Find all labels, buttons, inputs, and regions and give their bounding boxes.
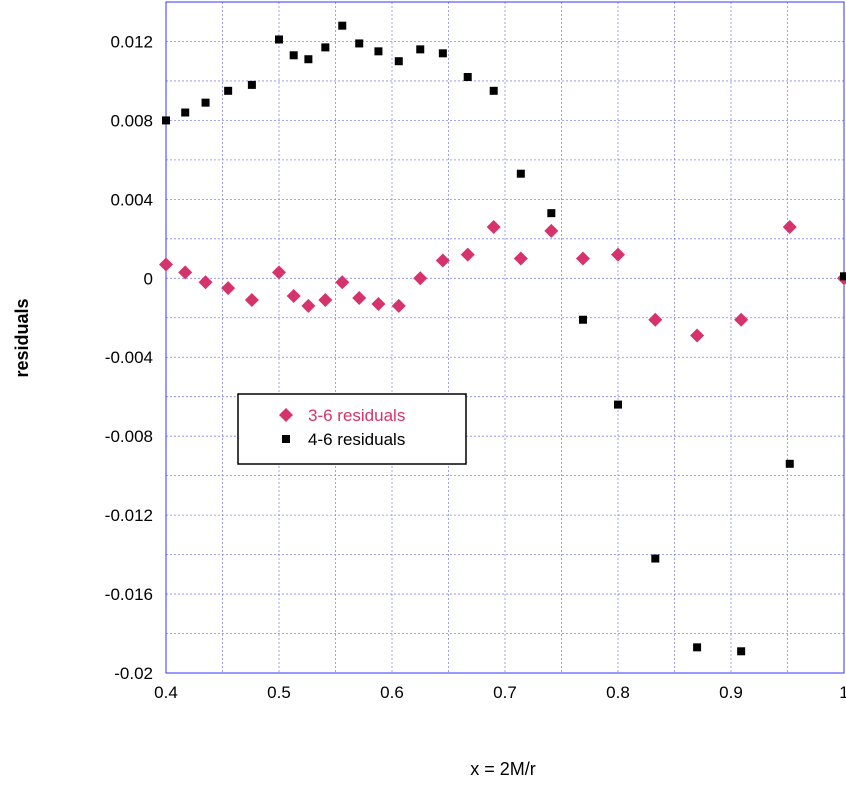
data-point-square (289, 51, 298, 60)
data-point-diamond (782, 219, 797, 234)
x-tick-label: 0.4 (154, 683, 178, 702)
data-point-square (201, 98, 210, 107)
x-tick-label: 0.5 (267, 683, 291, 702)
data-point-square (578, 315, 587, 324)
y-tick-label: 0.008 (110, 111, 153, 130)
legend-label-4-6: 4-6 residuals (308, 430, 405, 449)
x-tick-label: 0.6 (380, 683, 404, 702)
data-point-square (181, 108, 190, 117)
data-point-diamond (575, 251, 590, 266)
data-point-square (355, 39, 364, 48)
data-point-square (516, 169, 525, 178)
axis-ticks: 0.4 0.5 0.6 0.7 0.8 0.9 1 -0.02 -0.016 -0.012 -0.0… (105, 32, 846, 702)
data-point-square (374, 47, 383, 56)
data-point-diamond (391, 298, 406, 313)
y-tick-label: 0.004 (110, 190, 153, 209)
y-tick-label: 0.012 (110, 32, 153, 51)
data-point-diamond (301, 298, 316, 313)
x-tick-label: 1 (839, 683, 846, 702)
data-point-square (785, 459, 794, 468)
y-tick-label: -0.02 (114, 664, 153, 683)
data-point-square (304, 55, 313, 64)
data-point-diamond (286, 289, 301, 304)
data-point-square (489, 86, 498, 95)
data-series (159, 21, 846, 656)
data-point-diamond (435, 253, 450, 268)
data-point-square (394, 57, 403, 66)
series-3-6-residuals (159, 219, 846, 343)
data-point-square (614, 400, 622, 409)
data-point-diamond (244, 293, 259, 308)
data-point-square (547, 209, 556, 218)
data-point-square (651, 554, 660, 563)
data-point-square (224, 86, 233, 95)
legend: 3-6 residuals 4-6 residuals (237, 393, 467, 465)
legend-label-3-6: 3-6 residuals (308, 406, 405, 425)
data-point-diamond (544, 223, 559, 238)
data-point-diamond (198, 275, 213, 290)
data-point-diamond (460, 247, 475, 262)
data-point-diamond (335, 275, 350, 290)
data-point-diamond (648, 312, 663, 327)
x-tick-label: 0.7 (493, 683, 517, 702)
data-point-diamond (690, 328, 705, 343)
data-point-diamond (318, 293, 333, 308)
data-point-diamond (352, 291, 367, 306)
y-tick-label: -0.012 (105, 506, 153, 525)
grid-lines (165, 1, 845, 674)
y-tick-label: 0 (144, 269, 153, 288)
data-point-square (247, 80, 256, 89)
x-tick-label: 0.9 (719, 683, 743, 702)
data-point-square (693, 643, 702, 652)
y-axis-label: residuals (12, 298, 32, 377)
data-point-square (438, 49, 447, 58)
data-point-square (463, 72, 472, 81)
data-point-square (338, 21, 347, 30)
data-point-diamond (221, 281, 236, 296)
data-point-diamond (611, 247, 625, 262)
plot-area-frame (165, 1, 845, 674)
data-point-diamond (486, 219, 501, 234)
data-point-square (162, 116, 170, 125)
data-point-square (840, 272, 846, 281)
y-tick-label: -0.016 (105, 585, 153, 604)
data-point-diamond (734, 312, 749, 327)
legend-marker-4-6 (282, 435, 290, 443)
data-point-diamond (371, 296, 386, 311)
data-point-diamond (178, 265, 193, 280)
legend-box (237, 393, 467, 465)
data-point-square (275, 35, 283, 44)
legend-marker-3-6 (279, 408, 293, 422)
series-4-6-residuals (162, 21, 846, 656)
data-point-square (321, 43, 330, 52)
data-point-diamond (159, 257, 173, 272)
data-point-diamond (413, 271, 428, 286)
x-axis-label: x = 2M/r (470, 759, 536, 779)
y-tick-label: -0.008 (105, 427, 153, 446)
x-tick-label: 0.8 (606, 683, 630, 702)
y-tick-label: -0.004 (105, 348, 153, 367)
data-point-square (737, 647, 746, 656)
data-point-diamond (272, 265, 286, 280)
data-point-diamond (513, 251, 528, 266)
data-point-square (416, 45, 425, 54)
